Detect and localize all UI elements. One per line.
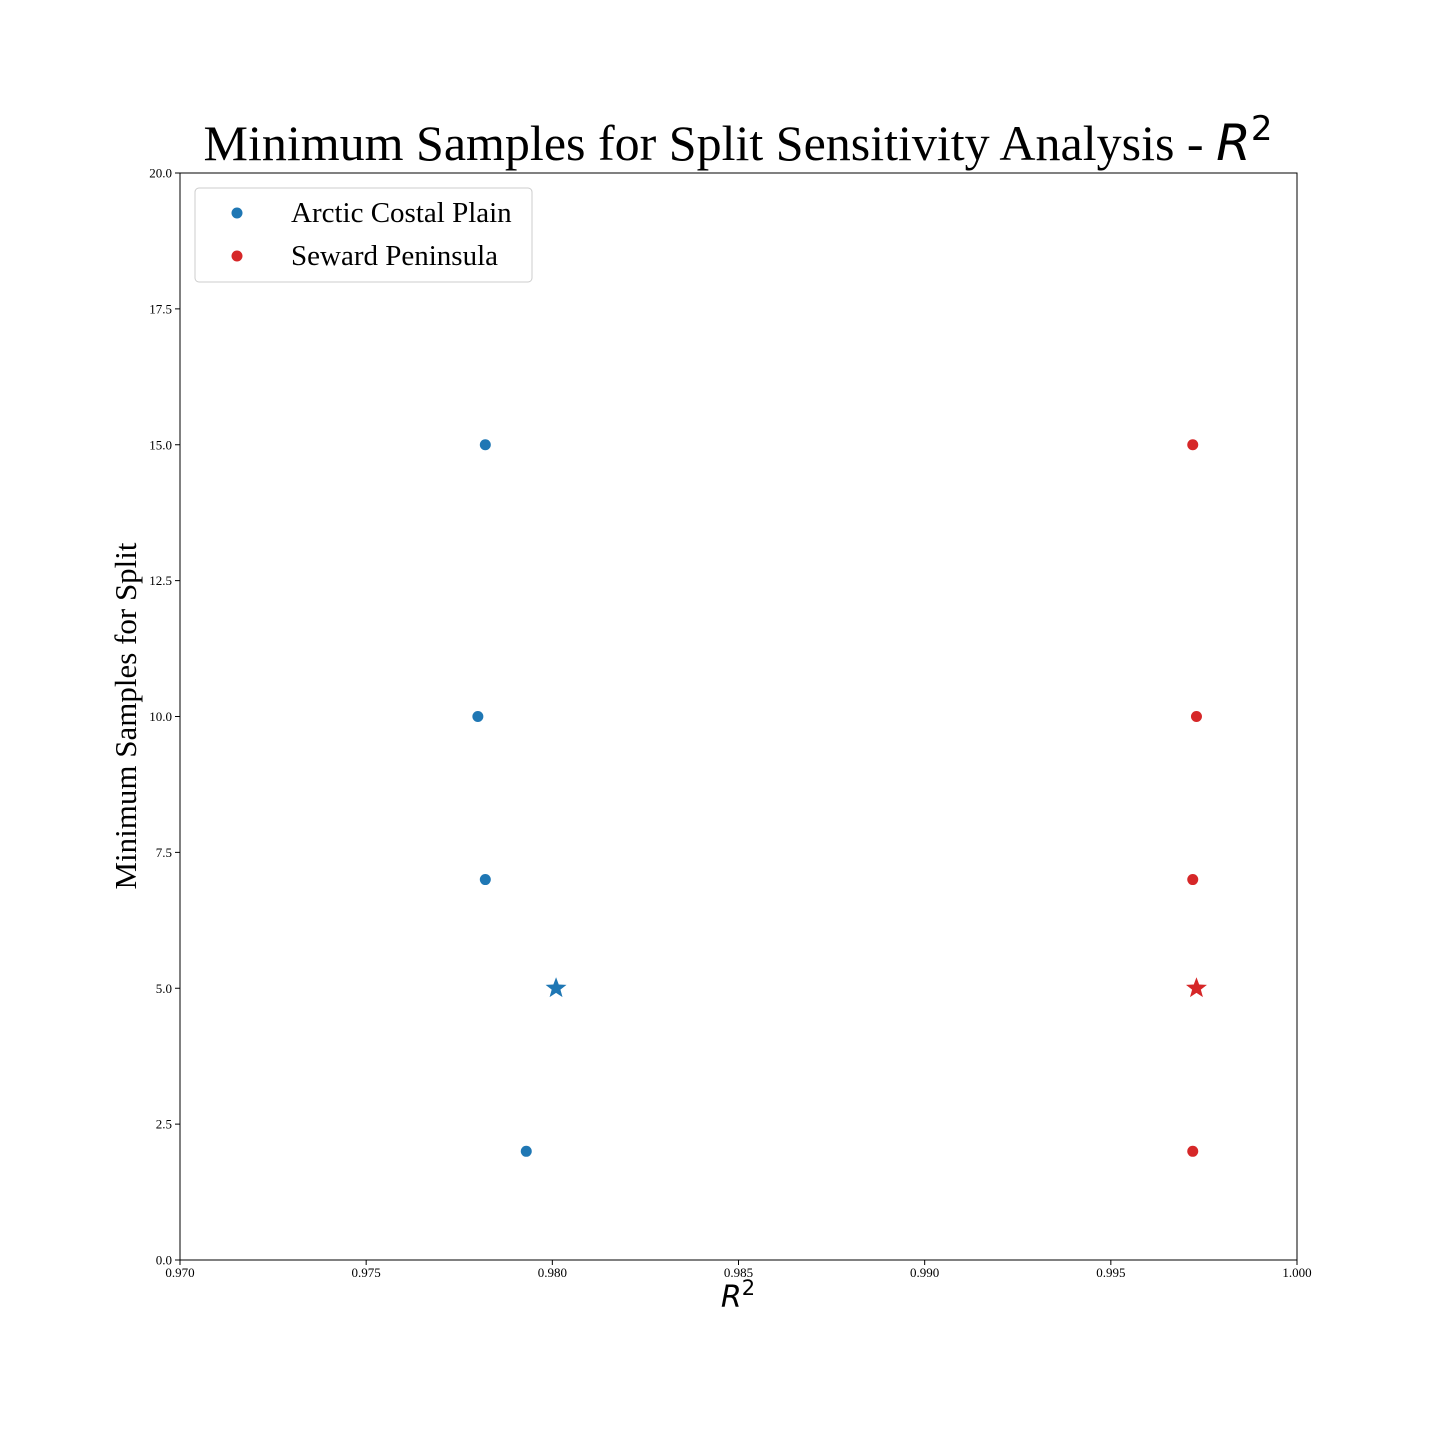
legend-box bbox=[194, 187, 533, 283]
y-tick-label: 0.0 bbox=[156, 1253, 172, 1268]
data-point bbox=[479, 874, 491, 886]
x-tick-label: 0.995 bbox=[1096, 1265, 1125, 1280]
legend-label: Seward Peninsula bbox=[291, 240, 498, 272]
data-point bbox=[1187, 874, 1199, 886]
legend-label: Arctic Costal Plain bbox=[291, 197, 512, 229]
data-point bbox=[479, 439, 491, 451]
plot-area bbox=[179, 172, 1298, 1261]
data-point bbox=[1190, 711, 1202, 722]
y-tick-label: 5.0 bbox=[156, 981, 172, 996]
chart-title: Minimum Samples for Split Sensitivity An… bbox=[204, 109, 1273, 172]
y-tick-label: 7.5 bbox=[156, 845, 172, 860]
x-tick-label: 0.990 bbox=[910, 1265, 939, 1280]
x-axis-ticks: 0.970 0.975 0.980 0.985 0.990 0.995 1.000 bbox=[165, 1260, 1312, 1280]
y-axis-label: Minimum Samples for Split bbox=[108, 542, 143, 889]
data-points bbox=[472, 439, 1207, 1157]
x-axis-label: R2 bbox=[721, 1276, 755, 1315]
y-tick-label: 2.5 bbox=[156, 1117, 172, 1132]
chart-title-math: R bbox=[1216, 114, 1251, 172]
x-tick-label: 0.985 bbox=[724, 1265, 753, 1280]
data-point bbox=[520, 1145, 532, 1157]
data-point bbox=[1187, 1145, 1199, 1157]
x-tick-label: 1.000 bbox=[1282, 1265, 1311, 1280]
y-tick-label: 17.5 bbox=[149, 301, 172, 316]
legend: Arctic Costal Plain Seward Peninsula bbox=[194, 187, 533, 283]
x-tick-label: 0.975 bbox=[352, 1265, 381, 1280]
data-point bbox=[472, 711, 484, 722]
y-tick-label: 12.5 bbox=[149, 573, 172, 588]
best-point-star bbox=[545, 977, 567, 998]
y-tick-label: 10.0 bbox=[149, 709, 172, 724]
best-point-star bbox=[1186, 977, 1207, 998]
legend-marker bbox=[231, 207, 243, 219]
x-axis-label-sup: 2 bbox=[742, 1276, 755, 1300]
chart-title-math-sup: 2 bbox=[1251, 109, 1273, 149]
y-tick-label: 15.0 bbox=[149, 437, 172, 452]
y-tick-label: 20.0 bbox=[149, 166, 172, 181]
data-point bbox=[1187, 439, 1199, 451]
y-axis-ticks: 0.0 2.5 5.0 7.5 10.0 12.5 15.0 17.5 20.0 bbox=[149, 166, 180, 1268]
x-axis-label-text: R bbox=[721, 1280, 742, 1315]
x-tick-label: 0.970 bbox=[165, 1265, 194, 1280]
chart-title-text: Minimum Samples for Split Sensitivity An… bbox=[204, 115, 1217, 171]
legend-marker bbox=[231, 250, 243, 262]
x-tick-label: 0.980 bbox=[538, 1265, 567, 1280]
